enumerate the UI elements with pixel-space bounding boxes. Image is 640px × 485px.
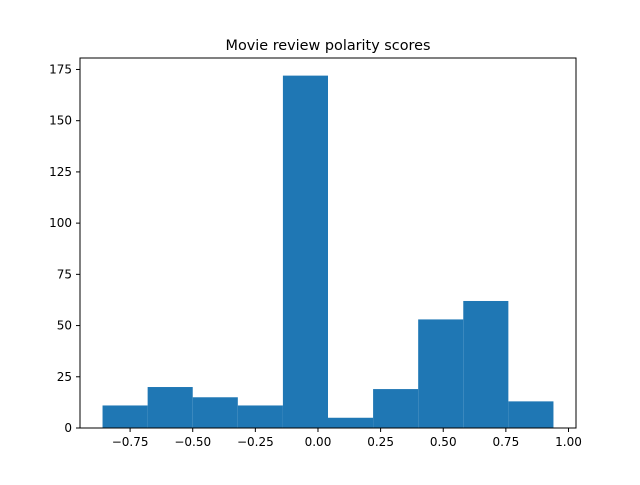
x-tick-label: 0.25 [367, 435, 394, 449]
y-tick-label: 150 [49, 114, 72, 128]
x-tick-label: 0.50 [430, 435, 457, 449]
y-tick-label: 50 [57, 319, 72, 333]
histogram-bar [147, 387, 193, 428]
y-tick-label: 75 [57, 267, 72, 281]
chart-title: Movie review polarity scores [226, 38, 431, 54]
y-tick-label: 0 [64, 421, 72, 435]
histogram-bar [102, 405, 148, 428]
plot-frame [79, 57, 577, 429]
histogram-bar [237, 405, 283, 428]
x-tick-label: 1.00 [555, 435, 582, 449]
histogram-bar [192, 397, 238, 428]
x-tick-label: 0.75 [492, 435, 519, 449]
y-axis: 0 25 50 75 100 125 150 175 [49, 62, 80, 435]
x-axis: −0.75 −0.50 −0.25 0.00 0.25 0.50 0.75 1.00 [112, 428, 582, 449]
y-tick-label: 100 [49, 216, 72, 230]
histogram-bar [418, 319, 464, 428]
x-tick-label: −0.75 [112, 435, 149, 449]
histogram-bar [508, 401, 554, 428]
y-tick-label: 175 [49, 62, 72, 76]
histogram-bar [373, 389, 419, 428]
histogram-bar [328, 417, 374, 428]
bars-group [102, 75, 554, 428]
x-tick-label: −0.50 [174, 435, 211, 449]
x-tick-label: 0.00 [305, 435, 332, 449]
y-tick-label: 125 [49, 165, 72, 179]
histogram-bar [282, 75, 328, 428]
y-tick-label: 25 [57, 370, 72, 384]
x-tick-label: −0.25 [237, 435, 274, 449]
histogram-bar [463, 300, 509, 428]
